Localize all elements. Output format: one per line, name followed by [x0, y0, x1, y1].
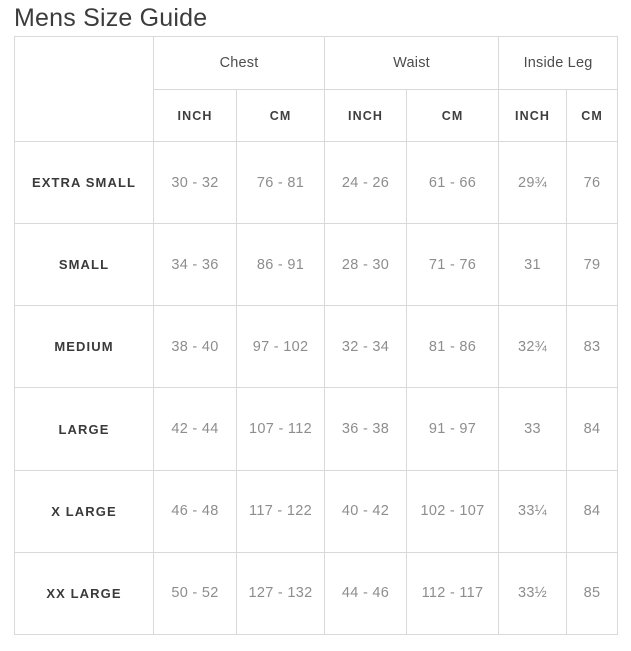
- unit-header-row: INCH CM INCH CM INCH CM: [15, 89, 619, 142]
- cell-waist-cm: 61 - 66: [406, 140, 500, 225]
- table-row: SMALL 34 - 36 86 - 91 28 - 30 71 - 76 31…: [14, 223, 619, 307]
- cell-chest-cm: 76 - 81: [235, 140, 326, 225]
- unit-header-waist-inch: INCH: [324, 89, 408, 142]
- size-label: EXTRA SMALL: [14, 140, 154, 225]
- cell-chest-cm: 97 - 102: [235, 305, 326, 389]
- cell-chest-inch: 34 - 36: [153, 223, 237, 307]
- cell-inside-leg-cm: 79: [566, 223, 619, 307]
- size-label: XX LARGE: [14, 551, 154, 636]
- unit-header-chest-inch: INCH: [153, 89, 237, 142]
- size-label: MEDIUM: [14, 305, 154, 389]
- cell-inside-leg-cm: 83: [566, 305, 619, 389]
- cell-chest-cm: 86 - 91: [235, 223, 326, 307]
- cell-waist-cm: 71 - 76: [406, 223, 500, 307]
- cell-inside-leg-inch: 33¼: [498, 469, 568, 553]
- cell-waist-inch: 28 - 30: [324, 223, 408, 307]
- size-table-container: Chest Waist Inside Leg INCH CM INCH CM I…: [14, 36, 619, 636]
- unit-header-chest-cm: CM: [235, 89, 326, 142]
- table-row: MEDIUM 38 - 40 97 - 102 32 - 34 81 - 86 …: [14, 305, 619, 389]
- cell-chest-inch: 30 - 32: [153, 140, 237, 225]
- cell-inside-leg-inch: 29¾: [498, 140, 568, 225]
- cell-chest-cm: 107 - 112: [235, 387, 326, 471]
- table-row: X LARGE 46 - 48 117 - 122 40 - 42 102 - …: [14, 469, 619, 553]
- cell-inside-leg-inch: 33½: [498, 551, 568, 636]
- table-row: XX LARGE 50 - 52 127 - 132 44 - 46 112 -…: [14, 551, 619, 636]
- table-row: LARGE 42 - 44 107 - 112 36 - 38 91 - 97 …: [14, 387, 619, 471]
- size-label: LARGE: [14, 387, 154, 471]
- group-header-waist: Waist: [324, 36, 500, 90]
- cell-chest-inch: 38 - 40: [153, 305, 237, 389]
- cell-inside-leg-cm: 84: [566, 469, 619, 553]
- table-row: EXTRA SMALL 30 - 32 76 - 81 24 - 26 61 -…: [14, 140, 619, 225]
- cell-inside-leg-inch: 32¾: [498, 305, 568, 389]
- unit-header-inside-leg-inch: INCH: [498, 89, 568, 142]
- size-label: X LARGE: [14, 469, 154, 553]
- table-body: EXTRA SMALL 30 - 32 76 - 81 24 - 26 61 -…: [14, 140, 619, 636]
- cell-chest-cm: 117 - 122: [235, 469, 326, 553]
- cell-waist-inch: 36 - 38: [324, 387, 408, 471]
- size-guide-table: Chest Waist Inside Leg INCH CM INCH CM I…: [14, 36, 619, 636]
- measurement-group-header-row: Chest Waist Inside Leg: [14, 36, 619, 142]
- cell-waist-inch: 44 - 46: [324, 551, 408, 636]
- cell-chest-inch: 42 - 44: [153, 387, 237, 471]
- cell-chest-cm: 127 - 132: [235, 551, 326, 636]
- table-header: Chest Waist Inside Leg INCH CM INCH CM I…: [14, 36, 619, 142]
- cell-chest-inch: 50 - 52: [153, 551, 237, 636]
- unit-header-inside-leg-cm: CM: [566, 89, 619, 142]
- group-header-chest: Chest: [152, 36, 326, 90]
- cell-waist-inch: 24 - 26: [324, 140, 408, 225]
- size-label: SMALL: [14, 223, 154, 307]
- unit-header-waist-cm: CM: [406, 89, 500, 142]
- group-header-inside-leg: Inside Leg: [498, 36, 619, 90]
- table-corner-cell: [14, 36, 154, 142]
- cell-inside-leg-cm: 84: [566, 387, 619, 471]
- cell-inside-leg-inch: 31: [498, 223, 568, 307]
- cell-inside-leg-cm: 76: [566, 140, 619, 225]
- cell-waist-inch: 40 - 42: [324, 469, 408, 553]
- cell-chest-inch: 46 - 48: [153, 469, 237, 553]
- cell-inside-leg-inch: 33: [498, 387, 568, 471]
- cell-waist-cm: 91 - 97: [406, 387, 500, 471]
- page-title: Mens Size Guide: [14, 4, 208, 32]
- cell-inside-leg-cm: 85: [566, 551, 619, 636]
- cell-waist-cm: 112 - 117: [406, 551, 500, 636]
- cell-waist-inch: 32 - 34: [324, 305, 408, 389]
- cell-waist-cm: 81 - 86: [406, 305, 500, 389]
- cell-waist-cm: 102 - 107: [406, 469, 500, 553]
